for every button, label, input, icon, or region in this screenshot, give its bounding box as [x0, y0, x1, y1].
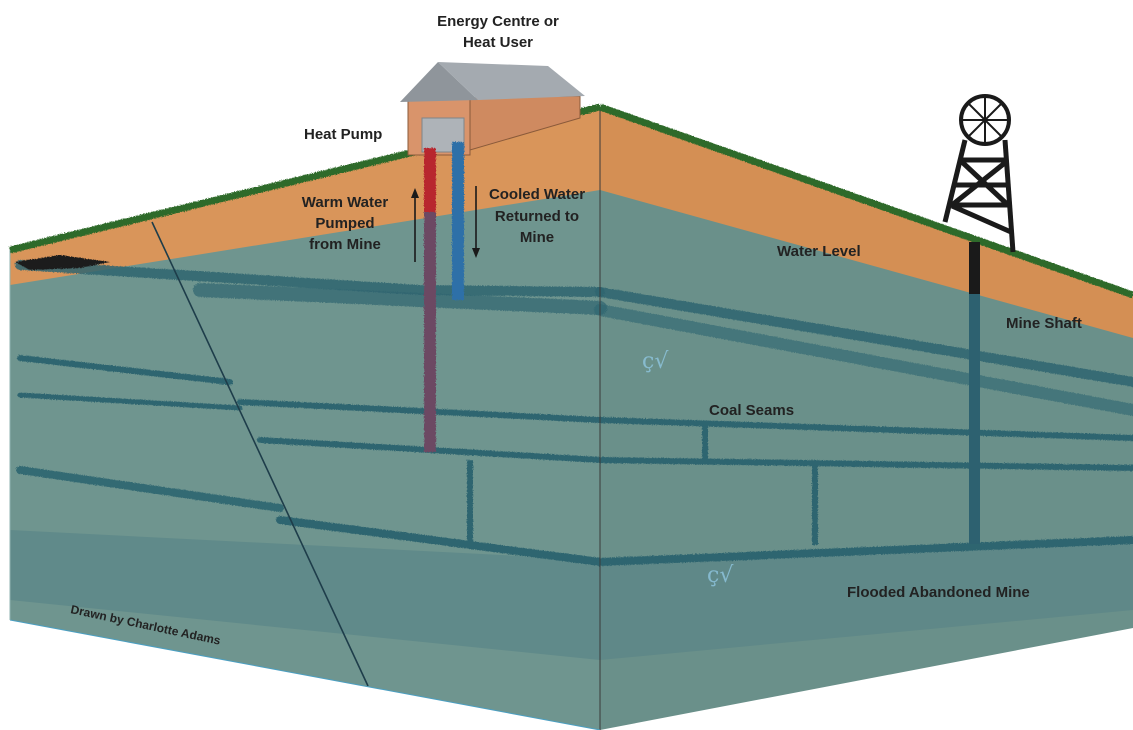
up-arrow-icon [411, 188, 419, 262]
warm-water-pipe [424, 148, 436, 218]
warm-water-pipe-lower [424, 212, 436, 452]
coal-outcrop [15, 255, 110, 270]
warm-water-label-line1: Warm Water [302, 194, 389, 211]
watermark-glyph: ç√ [642, 349, 669, 374]
seam-connectors [467, 426, 818, 548]
headframe-icon [942, 94, 1016, 253]
cooled-water-label-line1: Cooled Water [489, 186, 585, 203]
grass-right [598, 103, 1133, 299]
warm-water-label-line2: Pumped [315, 215, 374, 232]
energy-centre-building-icon [400, 62, 585, 156]
flooded-zone-right [600, 540, 1133, 660]
flooded-mine-label: Flooded Abandoned Mine [847, 584, 1030, 601]
heat-pump-label: Heat Pump [304, 126, 382, 143]
coal-seams-label: Coal Seams [709, 402, 794, 419]
mine-shaft-flooded [969, 294, 980, 544]
coal-seams-right [594, 287, 1133, 566]
energy-centre-label-line2: Heat User [463, 34, 533, 51]
block-bottom-left-edge [9, 619, 601, 730]
mine-shaft-dry [969, 242, 980, 294]
fault-line [151, 221, 369, 687]
right-face-soil [600, 107, 1133, 338]
cooled-water-label-line2: Returned to [495, 208, 579, 225]
cool-water-pipe [452, 142, 464, 300]
mine-shaft-label: Mine Shaft [1006, 315, 1082, 332]
water-level-label: Water Level [777, 243, 861, 260]
warm-water-label-line3: from Mine [309, 236, 381, 253]
down-arrow-icon [472, 186, 480, 258]
energy-centre-label-line1: Energy Centre or [437, 13, 559, 30]
flooded-zone-left [10, 530, 600, 660]
cooled-water-label-line3: Mine [520, 229, 554, 246]
watermark-glyph: ç√ [707, 563, 734, 588]
